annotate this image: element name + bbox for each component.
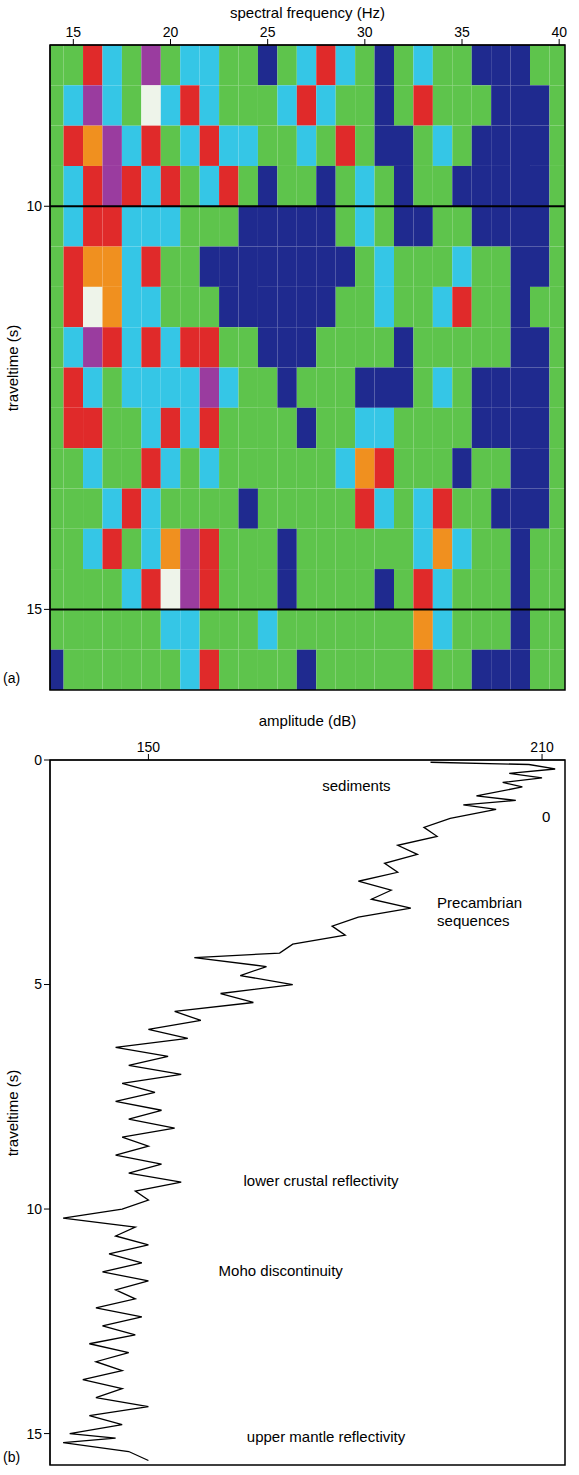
svg-text:35: 35 — [454, 24, 470, 40]
html-text:spectral frequency (Hz): spectral frequency (Hz) — [230, 4, 385, 21]
svg-text:0: 0 — [542, 808, 550, 825]
html-text:(a): (a) — [3, 670, 21, 686]
html-text:traveltime (s): traveltime (s) — [3, 324, 21, 411]
html-text:(b): (b) — [3, 1449, 21, 1465]
svg-text:30: 30 — [357, 24, 373, 40]
svg-text:20: 20 — [163, 24, 179, 40]
svg-text:lower crustal reflectivity: lower crustal reflectivity — [244, 1172, 400, 1189]
svg-text:10: 10 — [26, 198, 42, 214]
svg-text:0: 0 — [34, 752, 42, 768]
svg-text:Precambriansequences: Precambriansequences — [437, 894, 522, 929]
html-text:traveltime (s): traveltime (s) — [3, 1069, 21, 1156]
svg-text:150: 150 — [137, 739, 161, 755]
svg-text:upper mantle reflectivity: upper mantle reflectivity — [247, 1428, 406, 1445]
svg-text:5: 5 — [34, 976, 42, 992]
svg-text:10: 10 — [26, 1201, 42, 1217]
svg-text:40: 40 — [551, 24, 567, 40]
svg-text:15: 15 — [26, 1426, 42, 1442]
svg-text:Moho discontinuity: Moho discontinuity — [219, 1262, 344, 1279]
svg-text:sediments: sediments — [322, 777, 390, 794]
svg-text:210: 210 — [530, 739, 554, 755]
svg-text:15: 15 — [26, 601, 42, 617]
svg-text:25: 25 — [260, 24, 276, 40]
svg-text:15: 15 — [66, 24, 82, 40]
html-text:amplitude (dB): amplitude (dB) — [258, 712, 357, 729]
